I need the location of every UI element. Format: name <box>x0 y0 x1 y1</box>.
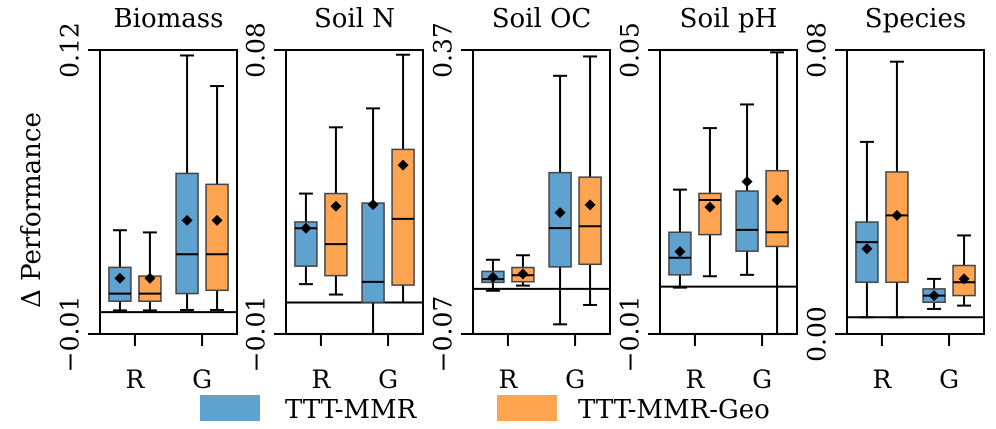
y-tick-label: 0.12 <box>56 22 85 78</box>
box-iqr <box>765 169 789 248</box>
box-r-ttt-mmr-geo <box>885 60 909 319</box>
mean-marker <box>771 194 783 206</box>
box-iqr <box>108 266 132 302</box>
legend: TTT-MMR TTT-MMR-Geo <box>200 395 770 425</box>
y-axis-label: Δ Performance <box>17 112 47 308</box>
panel-title: Biomass <box>114 4 224 34</box>
y-tick-label: −0.01 <box>56 296 85 373</box>
mean-marker <box>114 272 126 284</box>
box-r-ttt-mmr <box>855 140 879 319</box>
mean-marker <box>584 199 596 211</box>
y-tick-label: 0.00 <box>803 306 832 362</box>
y-tick-label: −0.01 <box>616 296 645 373</box>
y-tick-label: 0.37 <box>429 22 458 78</box>
box-r-ttt-mmr <box>108 229 132 312</box>
mean-marker <box>704 201 716 213</box>
mean-marker <box>211 214 223 226</box>
y-tick-label: −0.07 <box>429 296 458 373</box>
box-g-ttt-mmr-geo <box>765 51 789 335</box>
box-iqr <box>175 172 199 295</box>
x-tick-label-g: G <box>565 365 585 394</box>
box-iqr <box>324 192 348 277</box>
mean-marker <box>397 159 409 171</box>
mean-marker <box>741 176 753 188</box>
box-iqr <box>698 192 722 236</box>
panel-biomass: −0.01 0.12 R G Biomass <box>56 4 238 394</box>
panel-frame <box>99 49 238 335</box>
box-r-ttt-mmr <box>481 258 505 292</box>
box-r-ttt-mmr-geo <box>138 231 162 312</box>
box-g-ttt-mmr <box>361 107 385 335</box>
panel-soil-ph: −0.01 0.05 R G Soil pH <box>616 4 798 394</box>
box-r-ttt-mmr-geo <box>698 127 722 278</box>
y-tick-label: 0.08 <box>803 22 832 78</box>
box-g-ttt-mmr <box>922 277 946 310</box>
mean-marker <box>367 199 379 211</box>
panel-soil-oc: −0.07 0.37 R G Soil OC <box>429 4 611 394</box>
mean-marker <box>554 207 566 219</box>
panel-soil-n: −0.01 0.08 R G Soil N <box>242 4 424 394</box>
panel-title: Soil N <box>314 4 395 34</box>
box-iqr <box>548 171 572 268</box>
legend-swatch-ttt-mmr <box>200 395 260 421</box>
box-g-ttt-mmr <box>175 54 199 311</box>
mean-marker <box>891 209 903 221</box>
mean-marker <box>928 290 940 302</box>
x-tick-label-r: R <box>499 365 519 394</box>
legend-label-ttt-mmr: TTT-MMR <box>285 395 418 425</box>
panel-species: 0.00 0.08 R G Species <box>803 4 985 394</box>
box-g-ttt-mmr-geo <box>952 234 976 307</box>
mean-marker <box>674 246 686 258</box>
box-iqr <box>294 221 318 267</box>
panel-frame <box>659 49 798 335</box>
legend-swatch-ttt-mmr-geo <box>497 395 557 421</box>
panel-frame <box>846 49 985 335</box>
box-r-ttt-mmr-geo <box>324 126 348 296</box>
box-iqr <box>361 202 385 304</box>
y-tick-label: 0.05 <box>616 22 645 78</box>
panel-title: Species <box>865 4 966 34</box>
box-g-ttt-mmr-geo <box>205 85 229 311</box>
panel-frame <box>285 49 424 335</box>
box-iqr <box>885 171 909 283</box>
x-tick-label-r: R <box>312 365 332 394</box>
x-tick-label-r: R <box>686 365 706 394</box>
y-tick-label: −0.01 <box>242 296 271 373</box>
mean-marker <box>517 268 529 280</box>
x-tick-label-g: G <box>378 365 398 394</box>
box-r-ttt-mmr <box>294 192 318 286</box>
box-r-ttt-mmr-geo <box>511 254 535 287</box>
panel-frame <box>472 49 611 335</box>
mean-marker <box>861 243 873 255</box>
mean-marker <box>330 200 342 212</box>
x-tick-label-g: G <box>939 365 959 394</box>
box-iqr <box>735 190 759 252</box>
box-g-ttt-mmr-geo <box>391 53 415 304</box>
box-r-ttt-mmr <box>668 188 692 289</box>
panels: −0.01 0.12 R G Biomass −0.01 0.08 R G Soil N −0.07… <box>56 4 985 394</box>
x-tick-label-r: R <box>126 365 146 394</box>
y-tick-label: 0.08 <box>242 22 271 78</box>
box-g-ttt-mmr-geo <box>578 55 602 306</box>
x-tick-label-g: G <box>192 365 212 394</box>
panel-title: Soil OC <box>492 4 592 34</box>
mean-marker <box>958 273 970 285</box>
mean-marker <box>144 272 156 284</box>
panel-title: Soil pH <box>680 4 778 34</box>
x-tick-label-g: G <box>752 365 772 394</box>
box-iqr <box>578 176 602 266</box>
mean-marker <box>181 214 193 226</box>
mean-marker <box>300 222 312 234</box>
legend-label-ttt-mmr-geo: TTT-MMR-Geo <box>578 395 770 425</box>
box-iqr <box>205 183 229 292</box>
mean-marker <box>487 271 499 283</box>
box-iqr <box>391 148 415 286</box>
box-g-ttt-mmr <box>548 74 572 326</box>
x-tick-label-r: R <box>873 365 893 394</box>
box-g-ttt-mmr <box>735 103 759 276</box>
